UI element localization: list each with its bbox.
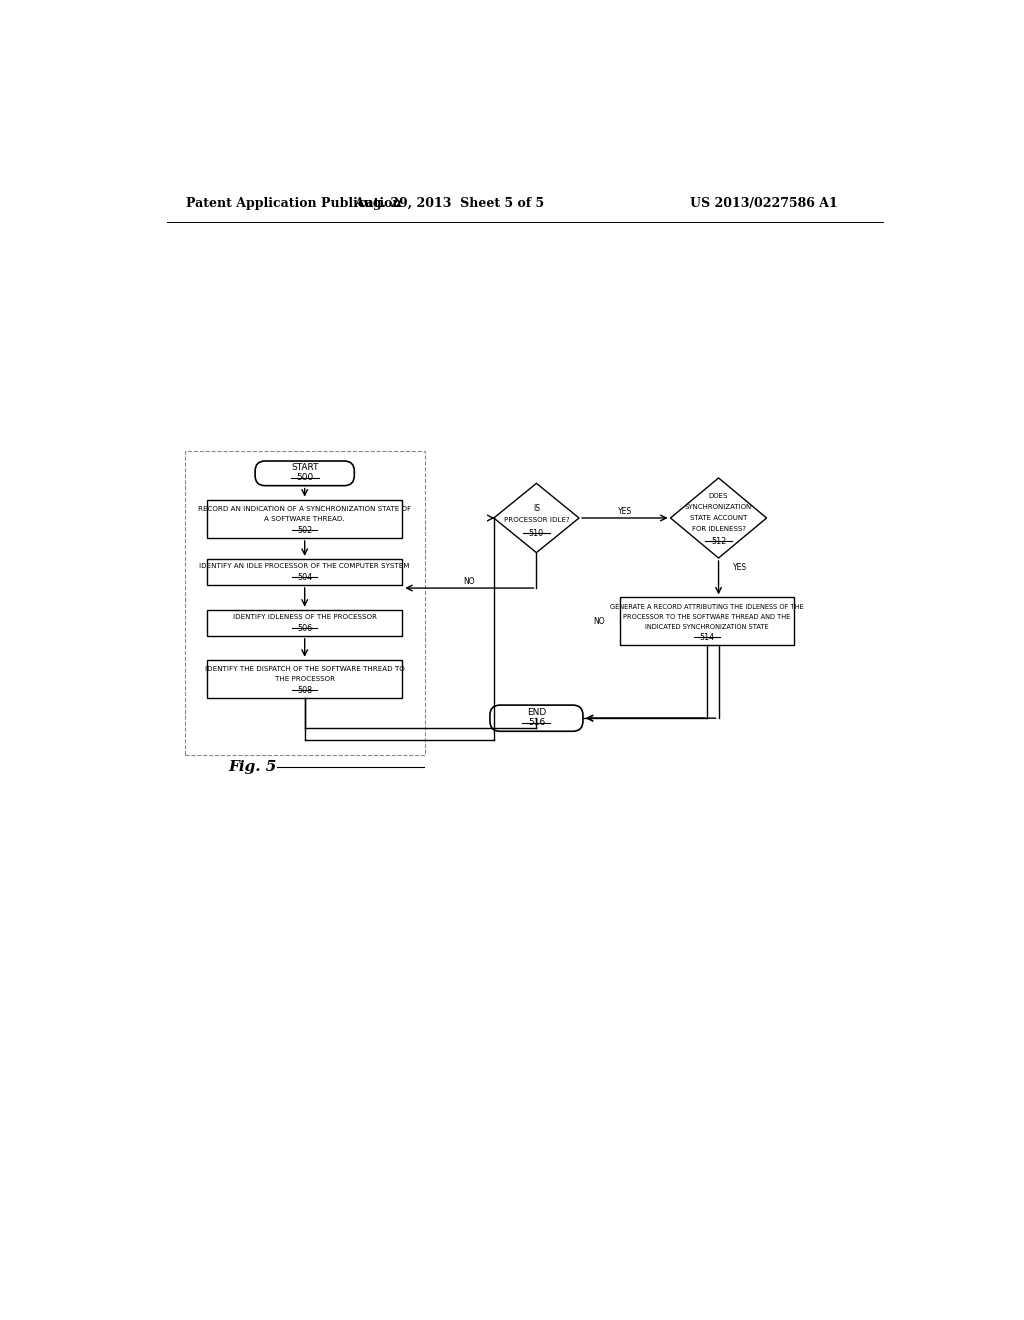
Polygon shape	[671, 478, 767, 558]
FancyBboxPatch shape	[489, 705, 583, 731]
Text: THE PROCESSOR: THE PROCESSOR	[274, 676, 335, 682]
Text: PROCESSOR TO THE SOFTWARE THREAD AND THE: PROCESSOR TO THE SOFTWARE THREAD AND THE	[624, 614, 791, 619]
Bar	[207, 558, 402, 585]
Text: YES: YES	[732, 562, 746, 572]
Text: IS: IS	[532, 504, 540, 513]
Text: YES: YES	[617, 507, 632, 516]
Text: END: END	[526, 708, 546, 717]
FancyBboxPatch shape	[255, 461, 354, 486]
Text: Aug. 29, 2013  Sheet 5 of 5: Aug. 29, 2013 Sheet 5 of 5	[354, 197, 545, 210]
Bar	[207, 499, 402, 539]
Text: NO: NO	[593, 616, 604, 626]
Text: IDENTIFY AN IDLE PROCESSOR OF THE COMPUTER SYSTEM: IDENTIFY AN IDLE PROCESSOR OF THE COMPUT…	[200, 564, 410, 569]
Text: RECORD AN INDICATION OF A SYNCHRONIZATION STATE OF: RECORD AN INDICATION OF A SYNCHRONIZATIO…	[198, 506, 412, 512]
Text: SYNCHRONIZATION: SYNCHRONIZATION	[685, 504, 753, 511]
Text: FOR IDLENESS?: FOR IDLENESS?	[691, 525, 745, 532]
Text: 516: 516	[527, 718, 545, 727]
Text: 504: 504	[297, 573, 312, 582]
Text: 506: 506	[297, 623, 312, 632]
Text: A SOFTWARE THREAD.: A SOFTWARE THREAD.	[264, 516, 345, 521]
Bar	[207, 660, 402, 698]
Bar	[621, 597, 794, 645]
Text: 514: 514	[699, 632, 715, 642]
Text: US 2013/0227586 A1: US 2013/0227586 A1	[689, 197, 838, 210]
Text: 500: 500	[296, 474, 313, 482]
Text: 502: 502	[297, 525, 312, 535]
Text: GENERATE A RECORD ATTRIBUTING THE IDLENESS OF THE: GENERATE A RECORD ATTRIBUTING THE IDLENE…	[610, 603, 804, 610]
Text: INDICATED SYNCHRONIZATION STATE: INDICATED SYNCHRONIZATION STATE	[645, 623, 769, 630]
Text: PROCESSOR IDLE?: PROCESSOR IDLE?	[504, 516, 569, 523]
Text: DOES: DOES	[709, 494, 728, 499]
Bar	[207, 610, 402, 636]
Text: IDENTIFY IDLENESS OF THE PROCESSOR: IDENTIFY IDLENESS OF THE PROCESSOR	[232, 614, 377, 620]
Text: Patent Application Publication: Patent Application Publication	[186, 197, 401, 210]
Text: STATE ACCOUNT: STATE ACCOUNT	[690, 515, 748, 521]
Text: 510: 510	[528, 529, 544, 537]
Text: 508: 508	[297, 686, 312, 694]
Text: START: START	[291, 463, 318, 473]
Bar	[184, 451, 425, 755]
Text: 512: 512	[711, 537, 726, 545]
Text: NO: NO	[464, 577, 475, 586]
Text: IDENTIFY THE DISPATCH OF THE SOFTWARE THREAD TO: IDENTIFY THE DISPATCH OF THE SOFTWARE TH…	[205, 665, 404, 672]
Text: Fig. 5: Fig. 5	[228, 760, 278, 774]
Polygon shape	[494, 483, 579, 553]
